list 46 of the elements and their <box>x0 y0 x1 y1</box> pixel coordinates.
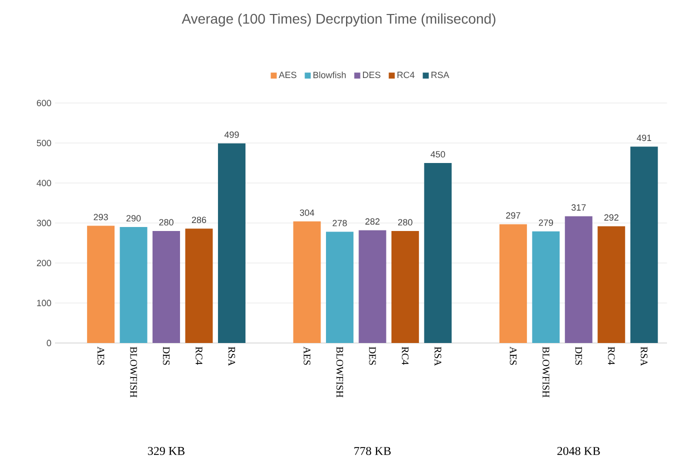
x-tick-label: AES <box>304 346 310 365</box>
x-tick-label: DES <box>369 346 376 365</box>
text: 778 KB <box>354 446 391 456</box>
data-label: 290 <box>126 215 141 222</box>
legend-label: AES <box>278 72 296 78</box>
data-label: 293 <box>94 214 108 220</box>
x-tick-label: RSA <box>228 346 236 366</box>
legend-label: RC4 <box>397 72 414 78</box>
text: 2048 KB <box>557 446 600 456</box>
x-tick-label: AES <box>97 346 104 365</box>
x-tick-label: RC4 <box>196 346 202 365</box>
data-label: 286 <box>192 216 206 224</box>
data-label: 317 <box>571 204 586 211</box>
data-label: 280 <box>159 219 174 226</box>
data-label: 450 <box>430 151 446 158</box>
x-tick-label: RSA <box>640 346 648 366</box>
data-label: 499 <box>224 131 239 138</box>
legend-label: Blowfish <box>313 72 346 78</box>
data-label: 282 <box>365 218 380 225</box>
x-tick-label: DES <box>162 346 170 365</box>
data-label: 278 <box>332 220 347 226</box>
data-label: 280 <box>398 219 412 226</box>
y-tick-label: 200 <box>36 260 52 266</box>
legend-label: DES <box>362 72 380 78</box>
y-tick-label: 400 <box>36 180 52 186</box>
data-label: 292 <box>604 214 618 221</box>
x-tick-label: AES <box>510 346 517 365</box>
x-tick-label: RSA <box>434 346 442 366</box>
legend-label: RSA <box>432 72 450 78</box>
y-tick-label: 0 <box>46 340 52 346</box>
x-tick-label: RC4 <box>402 346 409 365</box>
x-tick-label: DES <box>575 346 582 365</box>
x-tick-label: BLOWFISH <box>542 346 550 398</box>
data-label: 304 <box>300 209 314 216</box>
y-tick-label: 500 <box>36 140 52 146</box>
text: 329 KB <box>148 446 185 456</box>
y-tick-label: 300 <box>36 220 52 226</box>
y-tick-label: 100 <box>37 300 52 306</box>
x-tick-label: BLOWFISH <box>130 346 137 398</box>
chart-title: Average (100 Times) Decrpytion Time (milisecond) <box>182 13 496 27</box>
y-tick-label: 600 <box>36 100 52 106</box>
x-tick-label: RC4 <box>608 346 615 365</box>
x-tick-label: BLOWFISH <box>336 346 344 398</box>
data-label: 279 <box>538 219 553 226</box>
data-label: 491 <box>636 134 652 142</box>
data-label: 297 <box>506 212 520 219</box>
